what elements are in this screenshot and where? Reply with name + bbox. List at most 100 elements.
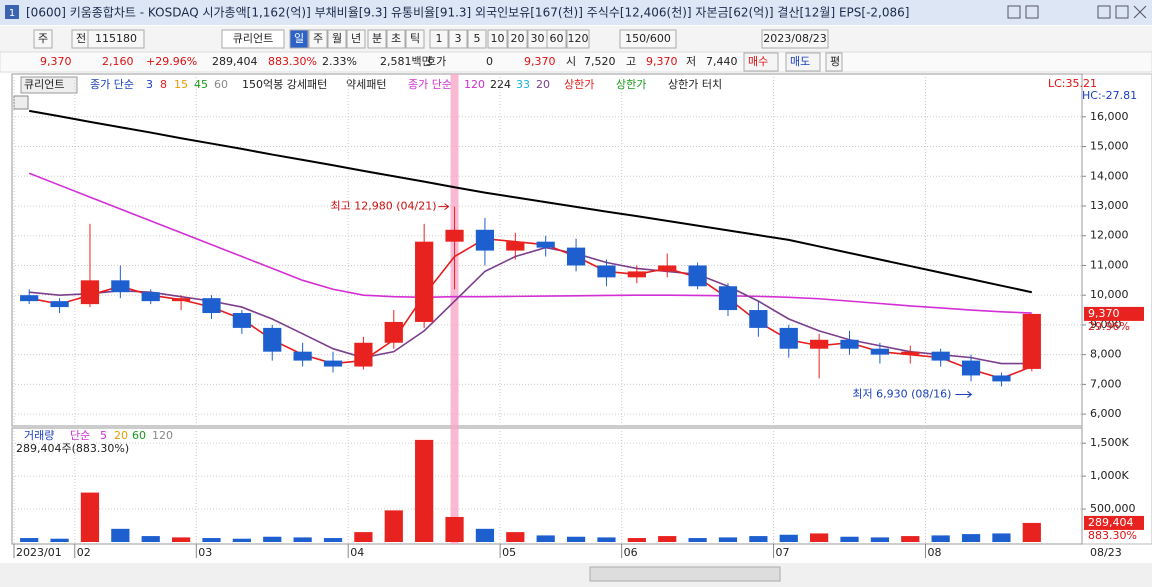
volume-bar <box>870 537 890 542</box>
toolbar-button[interactable] <box>761 29 829 49</box>
volume-bar <box>111 528 130 542</box>
toolbar-button[interactable] <box>289 29 309 49</box>
info-value: 시 <box>566 55 576 68</box>
scroll-thumb[interactable] <box>589 566 781 582</box>
toolbar-button[interactable] <box>546 29 567 49</box>
toolbar-button[interactable] <box>327 29 347 49</box>
volume-bar <box>415 439 434 542</box>
volume-bar <box>961 534 981 542</box>
candle-body <box>171 298 191 302</box>
toolbar-button[interactable] <box>346 29 366 49</box>
order-button[interactable] <box>743 52 779 72</box>
minimize-button[interactable] <box>1097 5 1111 19</box>
moving-average-line <box>29 246 1032 365</box>
toolbar-label: 120 <box>568 32 589 45</box>
toolbar-label: 초 <box>391 32 401 45</box>
legend-item: 8 <box>160 78 167 91</box>
toolbar-button[interactable] <box>467 29 487 49</box>
volume-bar <box>80 492 100 542</box>
toolbar-button[interactable] <box>405 29 425 49</box>
toolbar-button[interactable] <box>308 29 328 49</box>
volume-bar <box>141 536 160 542</box>
price-panel <box>11 73 1083 427</box>
volume-bar <box>658 536 677 542</box>
annotation: 최저 6,930 (08/16) <box>852 387 951 400</box>
toolbar-button[interactable] <box>619 29 677 49</box>
candle-body <box>202 298 221 314</box>
volume-bar <box>50 538 69 542</box>
candle-body <box>566 247 586 266</box>
y-tick-label: 11,000 <box>1090 258 1129 271</box>
volume-legend-item: 5 <box>100 429 107 442</box>
y-tick-label: 9,000 <box>1090 318 1122 331</box>
toolbar-button[interactable] <box>448 29 468 49</box>
y-tick-label: 6,000 <box>1090 407 1122 420</box>
volume-bar <box>20 538 39 542</box>
y-tick-label: 16,000 <box>1090 110 1129 123</box>
legend-item: 종가 단순 <box>90 78 134 91</box>
legend-item: 상한가 <box>564 78 594 91</box>
toolbar-button[interactable] <box>566 29 590 49</box>
info-value: 9,370 <box>40 55 72 68</box>
toolbar-button[interactable] <box>487 29 508 49</box>
control-icon[interactable] <box>1025 5 1039 19</box>
window-title: [0600] 키움종합차트 - KOSDAQ 시가총액[1,162(억)] 부채… <box>26 5 909 20</box>
x-tick-label: 05 <box>502 546 516 559</box>
y-tick-label: 13,000 <box>1090 199 1129 212</box>
toolbar-button[interactable] <box>33 29 53 49</box>
legend-item: 33 <box>516 78 530 91</box>
y-tick-label: 14,000 <box>1090 169 1129 182</box>
toolbar-label: 월 <box>332 32 342 45</box>
info-value: 883.30% <box>268 55 317 68</box>
last-volume-ratio: 883.30% <box>1088 529 1137 542</box>
end-date: 08/23 <box>1090 546 1122 559</box>
candle-body <box>141 292 160 302</box>
toolbar-label: 일 <box>294 31 304 45</box>
toolbar-label: 3 <box>455 32 462 45</box>
volume-bar <box>475 528 495 542</box>
x-tick-label: 03 <box>198 546 212 559</box>
control-icon[interactable] <box>1007 5 1021 19</box>
hc-label: HC:-27.81 <box>1082 89 1137 102</box>
toolbar-button[interactable] <box>221 29 285 49</box>
moving-average-line <box>29 237 1033 380</box>
toolbar-label: 분 <box>372 32 382 45</box>
close-button[interactable] <box>1133 5 1147 19</box>
candle-body <box>232 313 251 328</box>
volume-bar <box>566 536 586 542</box>
candle-body <box>992 375 1011 382</box>
order-button[interactable] <box>785 52 821 72</box>
toolbar-button[interactable] <box>87 29 145 49</box>
volume-bar <box>536 535 555 542</box>
toolbar-button[interactable] <box>367 29 387 49</box>
toolbar-button[interactable] <box>429 29 449 49</box>
info-value: 저 <box>686 55 696 68</box>
legend-item: 종가 단순 <box>408 78 452 91</box>
candle-body <box>415 241 434 322</box>
volume-bar <box>810 533 829 542</box>
toolbar-button[interactable] <box>386 29 406 49</box>
candle-body <box>111 280 130 293</box>
info-value: 호가 <box>426 55 446 68</box>
info-value: 0 <box>486 55 493 68</box>
lc-label: LC:35.21 <box>1048 77 1097 90</box>
maximize-button[interactable] <box>1115 5 1129 19</box>
toolbar-button[interactable] <box>507 29 528 49</box>
volume-bar <box>384 510 403 542</box>
toolbar-label: 1 <box>436 32 443 45</box>
y-tick-label: 15,000 <box>1090 140 1129 153</box>
x-tick-label: 08 <box>927 546 941 559</box>
volume-bar <box>992 533 1011 542</box>
grid-button[interactable] <box>13 95 29 110</box>
info-value: 2.33% <box>322 55 357 68</box>
info-value: 7,520 <box>584 55 616 68</box>
volume-bar <box>901 536 920 542</box>
candle-body <box>506 241 525 251</box>
candle-body <box>475 229 495 251</box>
window-icon <box>5 5 19 19</box>
volume-bar <box>171 537 191 542</box>
order-button[interactable] <box>825 52 843 72</box>
candle-body <box>901 351 920 355</box>
